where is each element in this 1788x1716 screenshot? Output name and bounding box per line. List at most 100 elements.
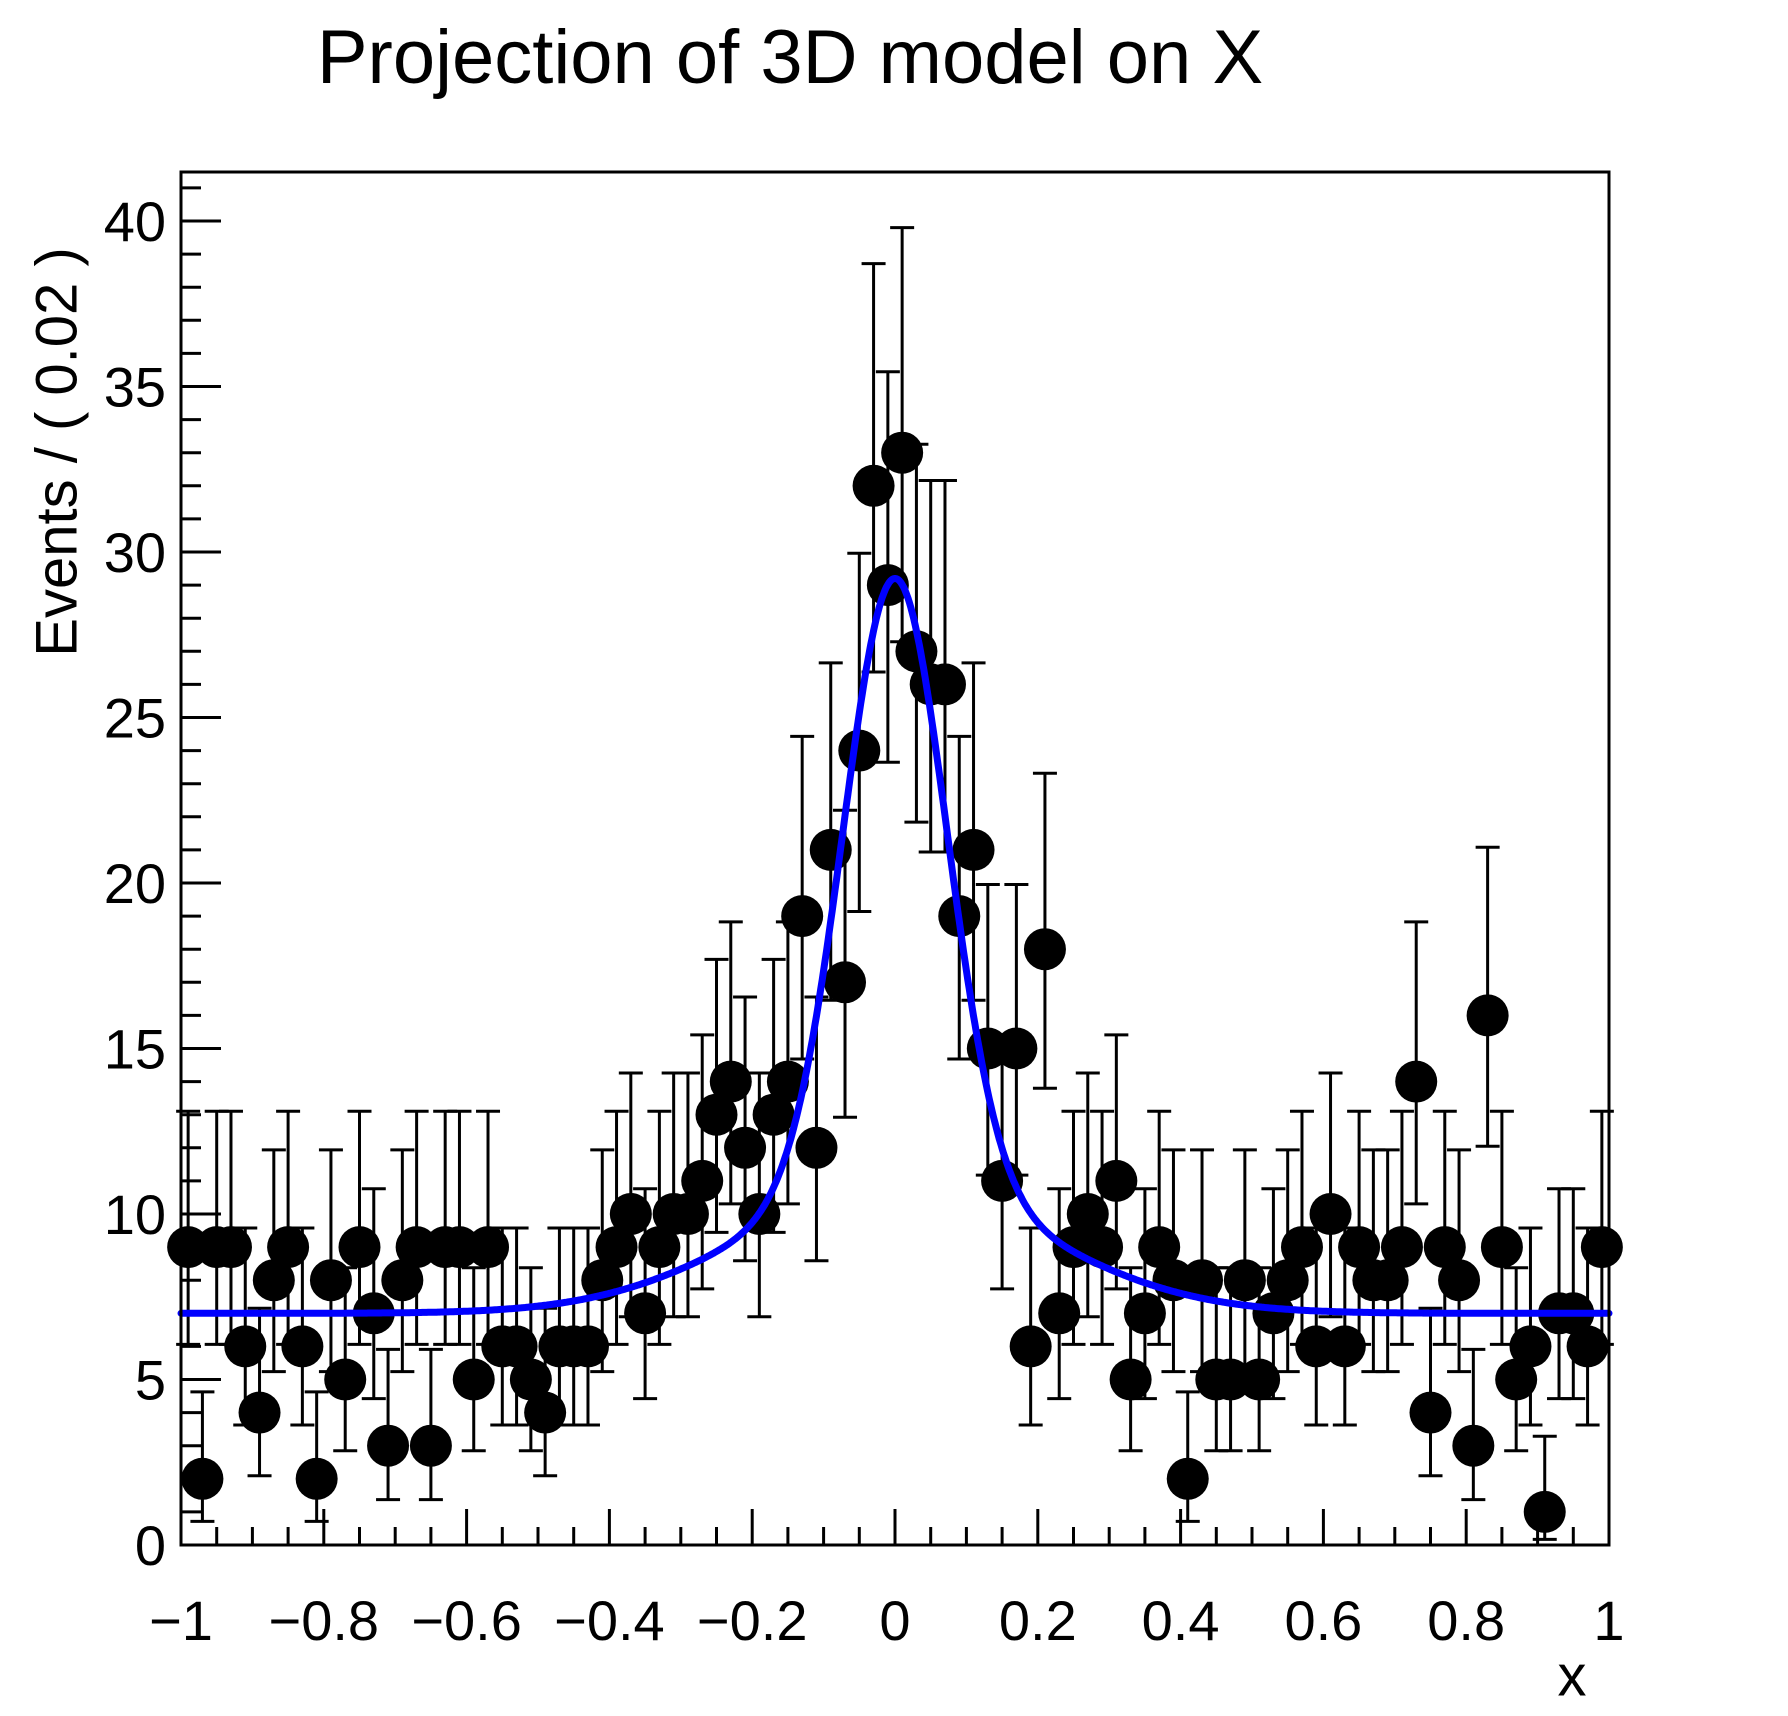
data-point: [224, 1325, 267, 1368]
data-point: [1038, 1292, 1081, 1335]
data-point: [1266, 1259, 1309, 1302]
data-point: [281, 1325, 324, 1368]
data-point: [752, 1093, 795, 1136]
data-point: [824, 961, 867, 1004]
data-point: [1480, 1226, 1523, 1269]
data-point: [1252, 1292, 1295, 1335]
data-point: [509, 1358, 552, 1401]
data-point: [666, 1192, 709, 1235]
data-point: [524, 1391, 567, 1434]
data-point: [709, 1060, 752, 1103]
data-point: [724, 1126, 767, 1169]
y-tick-label: 25: [104, 686, 166, 749]
data-point: [1366, 1259, 1409, 1302]
data-point: [1095, 1159, 1138, 1202]
data-point: [1523, 1490, 1566, 1533]
data-point: [181, 1457, 224, 1500]
data-point: [1380, 1226, 1423, 1269]
data-point: [1495, 1358, 1538, 1401]
x-tick-label: −0.4: [554, 1589, 665, 1652]
data-point: [781, 895, 824, 938]
data-point: [1452, 1424, 1495, 1467]
data-point: [1466, 994, 1509, 1037]
data-point: [1423, 1226, 1466, 1269]
data-point: [1223, 1259, 1266, 1302]
data-point: [624, 1292, 667, 1335]
y-axis-ticks: 0 5 10 15 20 25 30 35 40: [104, 186, 221, 1577]
data-point: [1123, 1292, 1166, 1335]
data-point: [895, 630, 938, 673]
data-point: [209, 1226, 252, 1269]
data-point: [338, 1226, 381, 1269]
data-point: [452, 1358, 495, 1401]
y-tick-label: 20: [104, 852, 166, 915]
frame-box: [179, 170, 1611, 1547]
x-tick-label: 0: [879, 1589, 910, 1652]
x-tick-label: −1: [149, 1589, 213, 1652]
data-point: [1181, 1259, 1224, 1302]
data-point: [467, 1226, 510, 1269]
x-axis-title: x: [1557, 1643, 1587, 1709]
data-point: [409, 1424, 452, 1467]
data-point: [838, 729, 881, 772]
data-point: [1409, 1391, 1452, 1434]
data-point: [995, 1027, 1038, 1070]
y-tick-label: 10: [104, 1183, 166, 1246]
data-point: [1166, 1457, 1209, 1500]
x-tick-label: −0.6: [411, 1589, 522, 1652]
data-point: [1338, 1226, 1381, 1269]
x-tick-label: −0.8: [269, 1589, 380, 1652]
x-tick-label: −0.2: [697, 1589, 808, 1652]
data-point: [795, 1126, 838, 1169]
y-tick-label: 15: [104, 1017, 166, 1080]
data-point: [952, 828, 995, 871]
data-point: [681, 1159, 724, 1202]
x-tick-label: 0.4: [1142, 1589, 1220, 1652]
data-point: [381, 1259, 424, 1302]
data-point: [1066, 1192, 1109, 1235]
y-tick-label: 5: [135, 1348, 166, 1411]
chart-title: Projection of 3D model on X: [316, 15, 1264, 100]
data-point: [595, 1226, 638, 1269]
x-tick-label: 0.2: [999, 1589, 1077, 1652]
plot-frame: [179, 170, 1611, 1547]
data-point: [1109, 1358, 1152, 1401]
x-tick-label: 0.8: [1427, 1589, 1505, 1652]
data-point: [238, 1391, 281, 1434]
error-bars: [176, 226, 1614, 1541]
data-point: [766, 1060, 809, 1103]
data-point: [638, 1226, 681, 1269]
x-tick-label: 1: [1593, 1589, 1624, 1652]
data-point: [295, 1457, 338, 1500]
data-point: [1309, 1192, 1352, 1235]
data-point: [1509, 1325, 1552, 1368]
fit-curve-line: [177, 575, 1613, 1317]
data-point: [1438, 1259, 1481, 1302]
data-point: [252, 1259, 295, 1302]
y-tick-label: 0: [135, 1514, 166, 1577]
y-axis-title: Events / ( 0.02 ): [24, 247, 90, 657]
data-point: [566, 1325, 609, 1368]
data-point: [1138, 1226, 1181, 1269]
y-tick-label: 40: [104, 190, 166, 253]
data-point: [1009, 1325, 1052, 1368]
data-point: [923, 663, 966, 706]
data-point: [1566, 1325, 1609, 1368]
data-point: [609, 1192, 652, 1235]
y-tick-label: 30: [104, 521, 166, 584]
y-tick-label: 35: [104, 355, 166, 418]
data-point: [1580, 1226, 1623, 1269]
data-point: [495, 1325, 538, 1368]
data-point: [1395, 1060, 1438, 1103]
data-point: [267, 1226, 310, 1269]
fit-curve: [177, 575, 1613, 1317]
data-point: [881, 431, 924, 474]
data-point: [309, 1259, 352, 1302]
data-point: [1238, 1358, 1281, 1401]
data-point: [367, 1424, 410, 1467]
data-point: [852, 464, 895, 507]
data-point: [695, 1093, 738, 1136]
data-point: [1280, 1226, 1323, 1269]
